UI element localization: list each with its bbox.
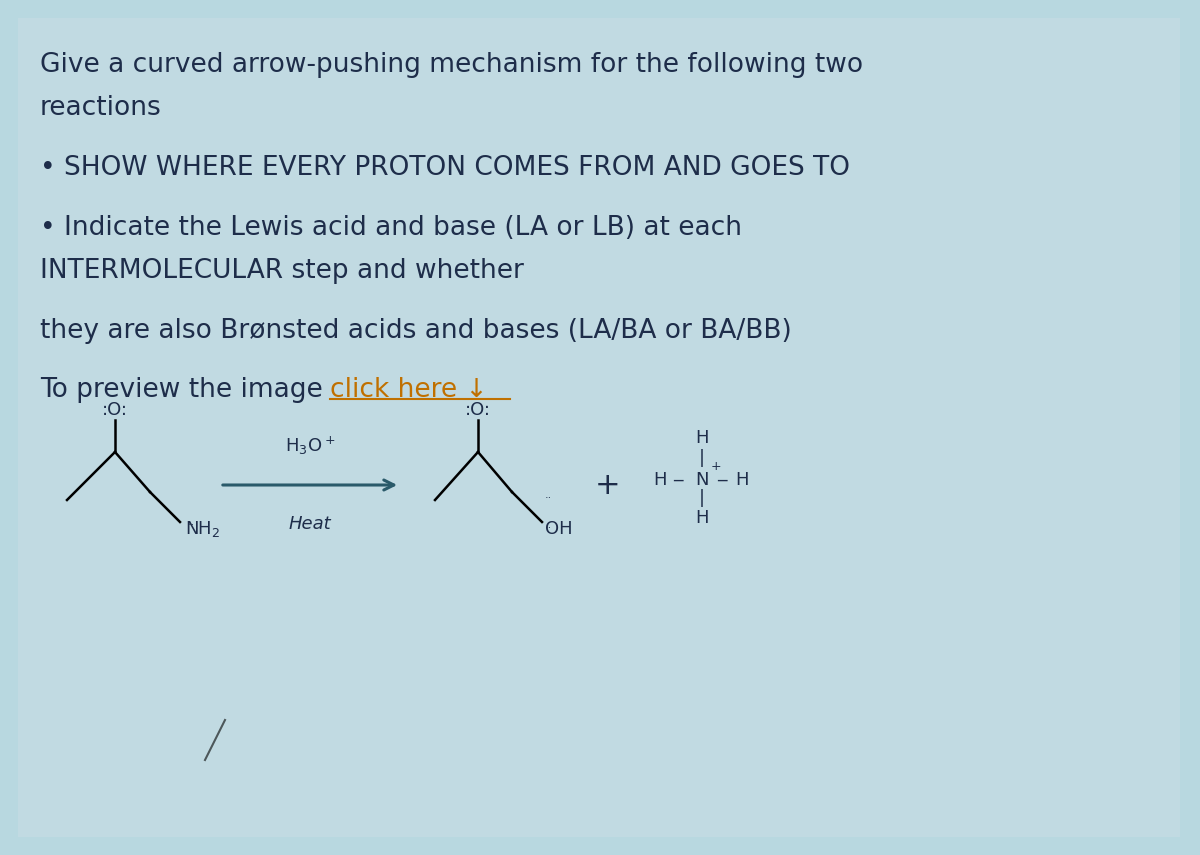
Text: H: H <box>695 509 709 527</box>
Text: :O:: :O: <box>466 401 491 419</box>
Text: they are also Brønsted acids and bases (LA/BA or BA/BB): they are also Brønsted acids and bases (… <box>40 318 792 344</box>
Text: ‒: ‒ <box>716 471 727 489</box>
Text: INTERMOLECULAR step and whether: INTERMOLECULAR step and whether <box>40 258 524 284</box>
Text: H: H <box>695 429 709 447</box>
Text: +: + <box>595 470 620 499</box>
Text: Heat: Heat <box>289 515 331 533</box>
Text: • Indicate the Lewis acid and base (LA or LB) at each: • Indicate the Lewis acid and base (LA o… <box>40 215 742 241</box>
Text: N: N <box>695 471 709 489</box>
Text: ..: .. <box>545 520 552 530</box>
Text: H: H <box>653 471 667 489</box>
Text: Give a curved arrow-pushing mechanism for the following two: Give a curved arrow-pushing mechanism fo… <box>40 52 863 78</box>
Text: click here ↓: click here ↓ <box>330 377 487 403</box>
Text: ‒: ‒ <box>672 471 684 489</box>
Text: :O:: :O: <box>102 401 128 419</box>
Text: H$_3$O$^+$: H$_3$O$^+$ <box>284 434 335 457</box>
FancyBboxPatch shape <box>18 18 1180 837</box>
Text: ..: .. <box>545 490 552 500</box>
Text: |: | <box>698 449 706 467</box>
Text: |: | <box>698 489 706 507</box>
Text: OH: OH <box>545 520 572 538</box>
Text: To preview the image: To preview the image <box>40 377 331 403</box>
Text: • SHOW WHERE EVERY PROTON COMES FROM AND GOES TO: • SHOW WHERE EVERY PROTON COMES FROM AND… <box>40 155 850 181</box>
Text: reactions: reactions <box>40 95 162 121</box>
Text: +: + <box>710 459 721 473</box>
Text: NH$_2$: NH$_2$ <box>185 519 221 539</box>
Text: ..: .. <box>188 517 196 527</box>
Text: H: H <box>736 471 749 489</box>
